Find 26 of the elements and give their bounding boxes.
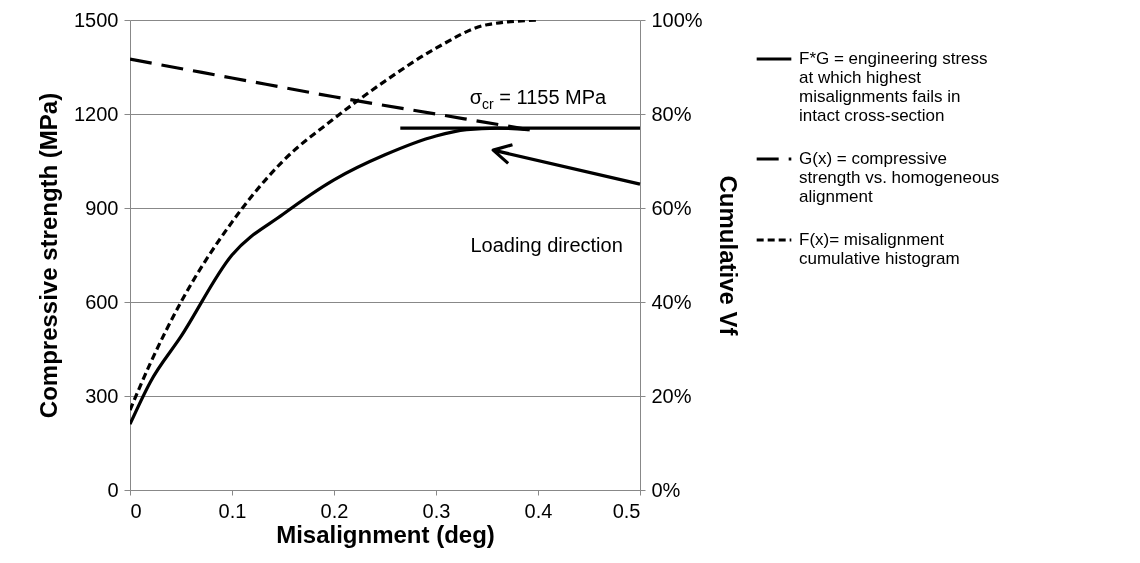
x-tick-label: 0.2 (320, 499, 349, 522)
x-axis-title: Misalignment (deg) (276, 520, 495, 548)
y-tick-label: 1500 (74, 8, 119, 31)
annotation: Loading direction (470, 234, 623, 258)
y-tick-label: 600 (85, 290, 119, 313)
y2-axis-title: Cumulative Vf (714, 175, 742, 337)
y2-tick-label: 20% (651, 384, 692, 407)
y-tick-label: 0 (107, 478, 119, 501)
annotation: σ$_{cr}$ = 1155 MPa (469, 86, 607, 113)
y2-tick-label: 60% (651, 196, 692, 219)
y-tick-label: 300 (85, 384, 119, 407)
x-tick-label: 0 (130, 499, 142, 522)
y-tick-label: 1200 (74, 102, 119, 125)
y2-tick-label: 80% (651, 102, 692, 125)
x-tick-label: 0.1 (218, 499, 247, 522)
y2-tick-label: 40% (651, 290, 692, 313)
x-tick-label: 0.3 (422, 499, 451, 522)
y-tick-label: 900 (85, 196, 119, 219)
legend-label: F*G = engineering stress at which highest misalignments fails in intact cross-section (799, 49, 988, 125)
legend-label: G(x) = compressive strength vs. homogeneous alignment (799, 149, 1000, 206)
y2-tick-label: 100% (651, 8, 703, 31)
x-tick-label: 0.4 (524, 499, 553, 522)
x-tick-label: 0.5 (612, 499, 641, 522)
legend-label: F(x)= misalignment cumulative histogram (799, 230, 960, 268)
y-axis-title: Compressive strength (MPa) (35, 92, 63, 419)
y2-tick-label: 0% (651, 478, 681, 501)
